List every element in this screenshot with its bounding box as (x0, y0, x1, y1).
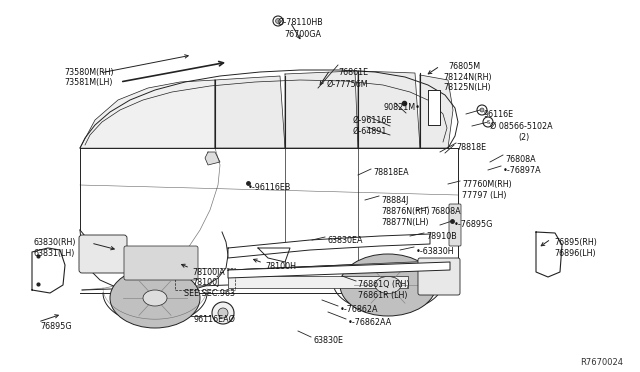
Polygon shape (258, 248, 290, 262)
Text: 76808A: 76808A (505, 155, 536, 164)
Text: R7670024: R7670024 (580, 358, 623, 367)
Text: •-76897A: •-76897A (503, 166, 541, 175)
Text: 63830(RH): 63830(RH) (34, 238, 77, 247)
Text: Ø-77756M: Ø-77756M (327, 80, 369, 89)
Text: •-76862A: •-76862A (340, 305, 378, 314)
Text: 63831(LH): 63831(LH) (34, 249, 76, 258)
Text: 96116E: 96116E (484, 110, 514, 119)
Text: Ø-64891: Ø-64891 (353, 127, 387, 136)
Polygon shape (536, 232, 562, 277)
Circle shape (275, 19, 280, 23)
Ellipse shape (143, 290, 167, 306)
Text: 78877N(LH): 78877N(LH) (381, 218, 429, 227)
Text: 76896(LH): 76896(LH) (554, 249, 596, 258)
Text: 78818E: 78818E (456, 143, 486, 152)
Ellipse shape (110, 268, 200, 328)
Circle shape (218, 308, 228, 318)
FancyBboxPatch shape (418, 258, 460, 295)
Text: 77797 (LH): 77797 (LH) (462, 191, 506, 200)
Text: 63830EA: 63830EA (327, 236, 362, 245)
Polygon shape (228, 260, 458, 293)
Text: •-96116EB: •-96116EB (248, 183, 291, 192)
Text: 76700GA: 76700GA (284, 30, 321, 39)
Text: •-76862AA: •-76862AA (348, 318, 392, 327)
FancyBboxPatch shape (124, 246, 198, 280)
Polygon shape (285, 71, 358, 148)
Text: (2): (2) (518, 133, 529, 142)
Polygon shape (80, 80, 215, 148)
Text: 78125N(LH): 78125N(LH) (443, 83, 491, 92)
Text: 78910B: 78910B (426, 232, 457, 241)
Text: 78100J: 78100J (192, 278, 220, 287)
FancyBboxPatch shape (449, 204, 461, 246)
FancyBboxPatch shape (228, 276, 408, 288)
Text: 96116EAØ: 96116EAØ (193, 315, 235, 324)
Text: •-76895G: •-76895G (454, 220, 493, 229)
Polygon shape (32, 248, 65, 293)
Text: Ø-78110HB: Ø-78110HB (278, 18, 324, 27)
Text: 76895(RH): 76895(RH) (554, 238, 597, 247)
Ellipse shape (340, 254, 436, 316)
Text: 76808A: 76808A (430, 207, 461, 216)
Text: 63830E: 63830E (313, 336, 343, 345)
Text: 78100JA: 78100JA (192, 268, 225, 277)
Text: SEE SEC.963: SEE SEC.963 (184, 289, 235, 298)
Text: 78876N(RH): 78876N(RH) (381, 207, 429, 216)
Text: Ø 08566-5102A: Ø 08566-5102A (490, 122, 552, 131)
Text: 73580M(RH): 73580M(RH) (64, 68, 114, 77)
Text: Ø-96116E: Ø-96116E (353, 116, 392, 125)
Text: 78124N(RH): 78124N(RH) (443, 73, 492, 82)
Text: 73581M(LH): 73581M(LH) (64, 78, 113, 87)
FancyBboxPatch shape (79, 235, 127, 273)
Polygon shape (228, 234, 430, 258)
Polygon shape (228, 262, 450, 278)
Text: 76895G: 76895G (40, 322, 72, 331)
Text: 76861R (LH): 76861R (LH) (358, 291, 408, 300)
Polygon shape (428, 90, 440, 125)
Circle shape (273, 16, 283, 26)
Polygon shape (420, 75, 453, 148)
Text: 76861E: 76861E (338, 68, 368, 77)
Ellipse shape (375, 276, 401, 294)
Text: 78100H: 78100H (265, 262, 296, 271)
Text: 78818EA: 78818EA (373, 168, 408, 177)
Text: •-63830H: •-63830H (416, 247, 454, 256)
Text: 90821M•: 90821M• (383, 103, 420, 112)
Text: 78884J: 78884J (381, 196, 408, 205)
Circle shape (483, 117, 493, 127)
Text: S: S (486, 119, 490, 125)
Polygon shape (205, 152, 220, 165)
Text: 76861Q (RH): 76861Q (RH) (358, 280, 410, 289)
Circle shape (480, 108, 484, 112)
Polygon shape (358, 71, 420, 148)
Polygon shape (215, 76, 285, 148)
Circle shape (477, 105, 487, 115)
Circle shape (212, 302, 234, 324)
Text: 77760M(RH): 77760M(RH) (462, 180, 512, 189)
Text: 76805M: 76805M (448, 62, 480, 71)
